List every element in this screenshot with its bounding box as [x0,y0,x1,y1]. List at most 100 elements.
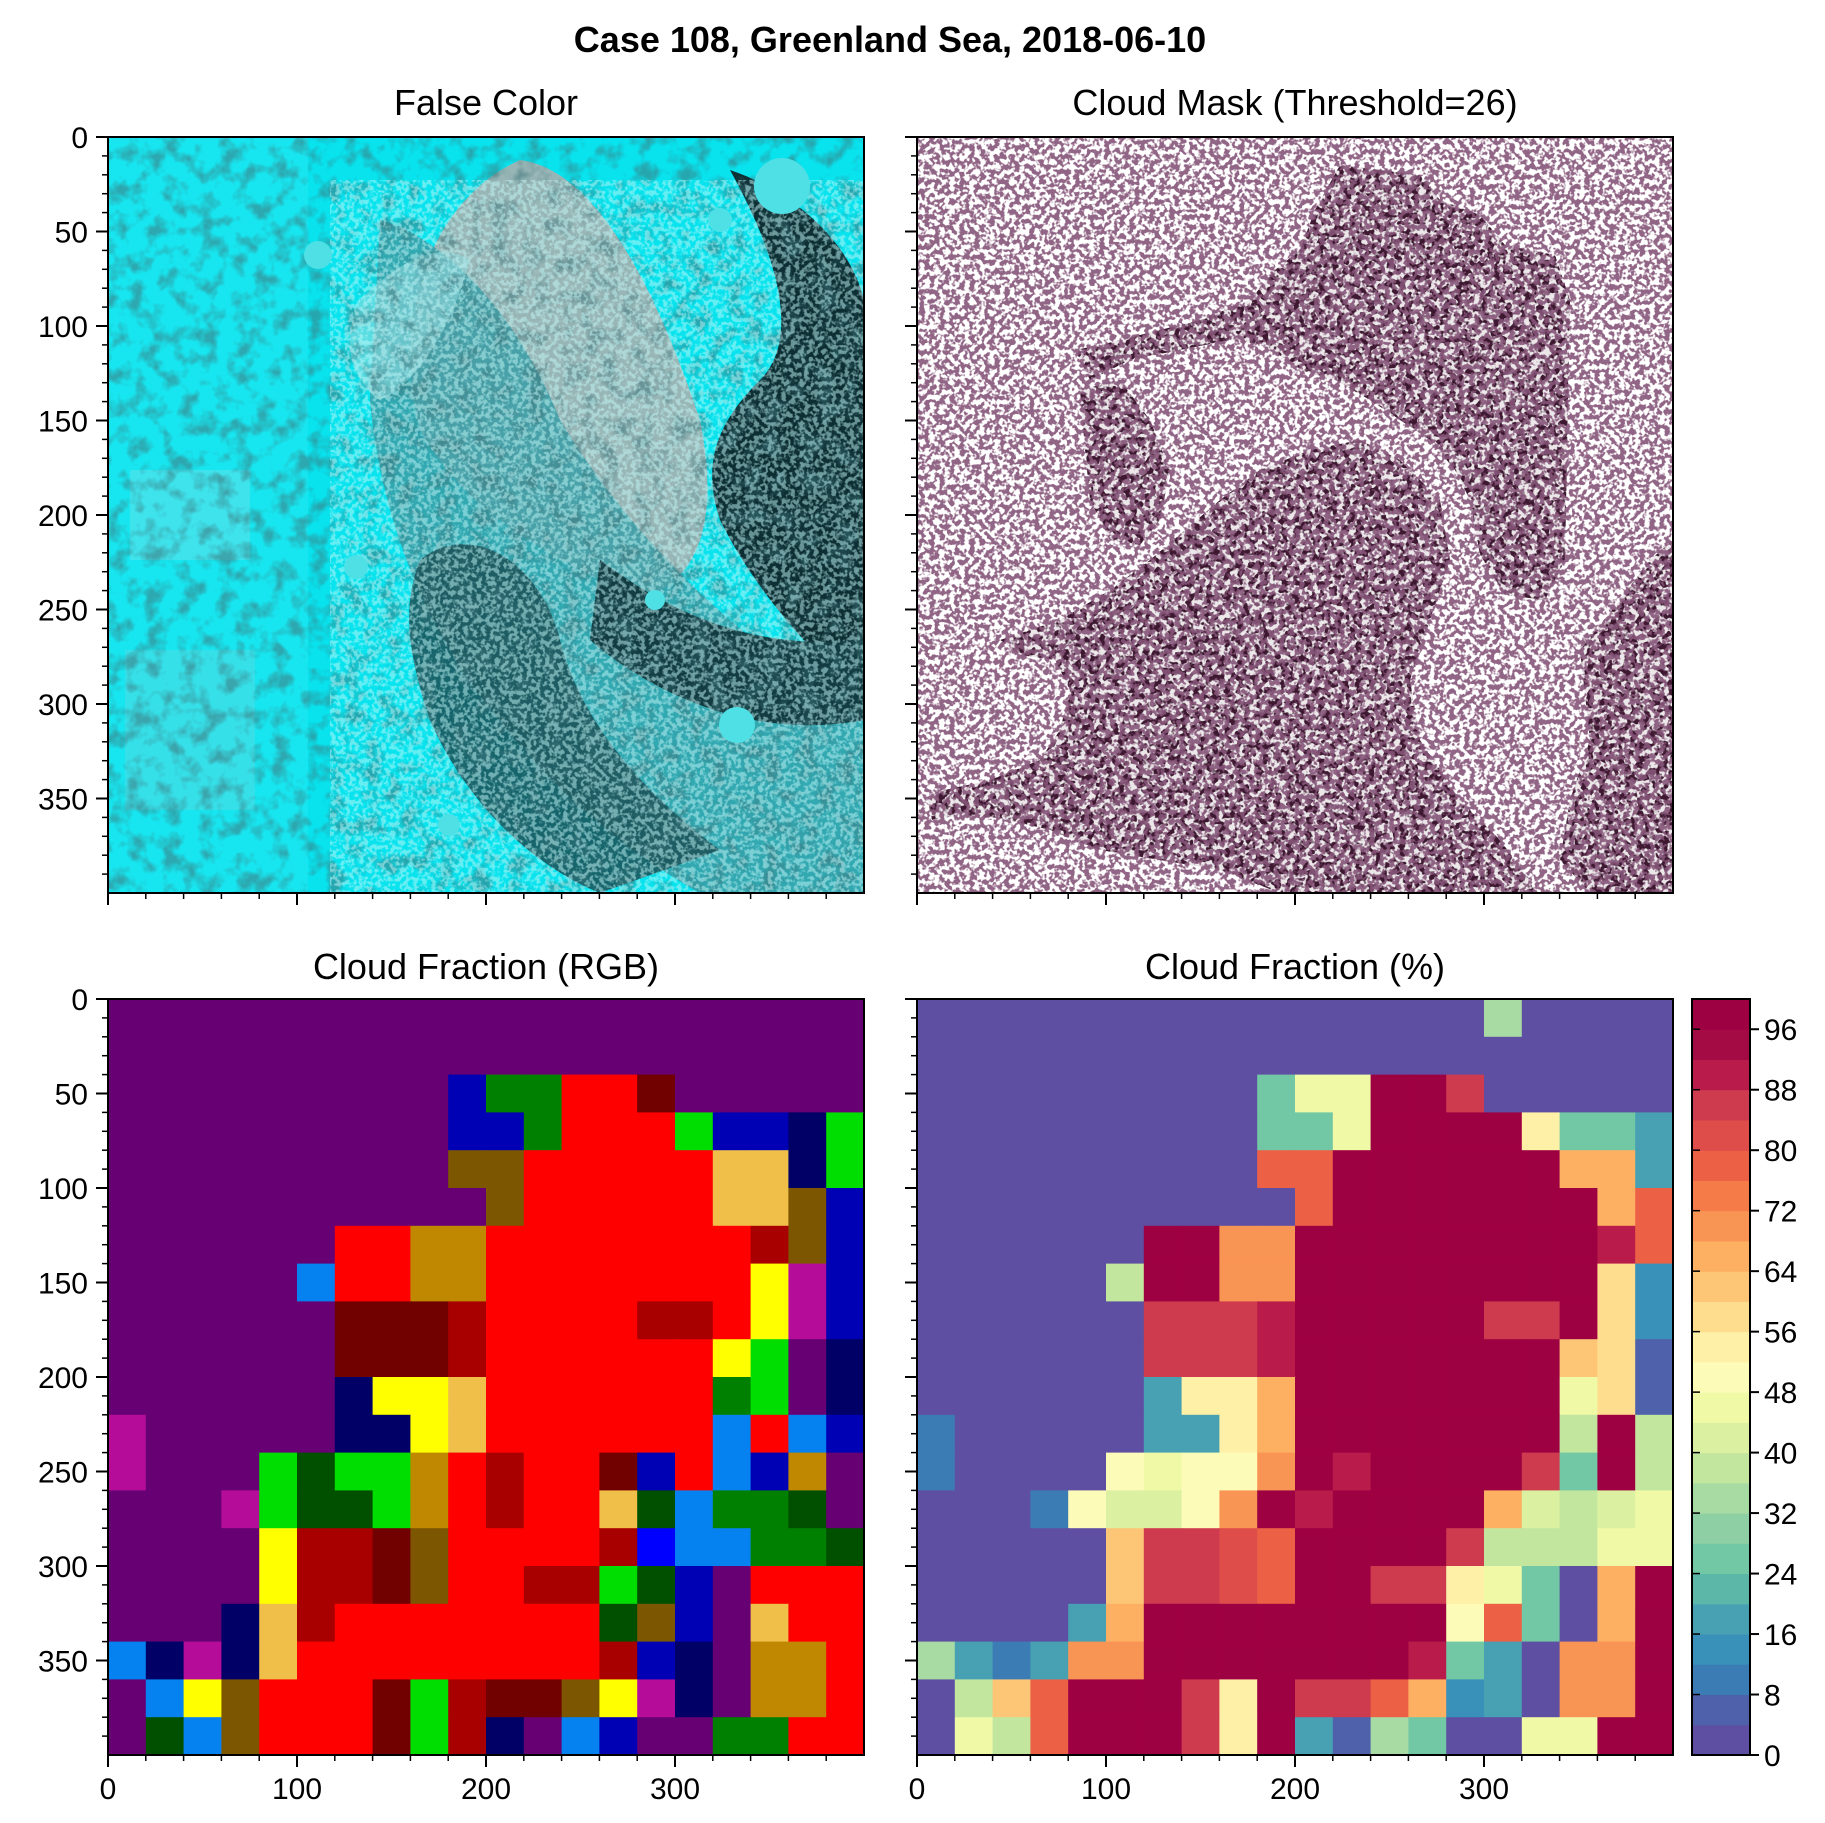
rgb-cell [637,1377,676,1416]
rgb-cell [788,1528,827,1567]
rgb-cell [221,1339,260,1378]
rgb-cell [788,1490,827,1529]
rgb-cell [750,1452,789,1491]
rgb-cell [145,1263,185,1302]
rgb-cell [712,1036,752,1076]
rgb-cell [334,1263,374,1302]
pct-cell [1370,1377,1409,1416]
rgb-cell [561,1150,600,1189]
pct-cell [1332,1414,1372,1454]
pct-cell [1030,1490,1069,1529]
rgb-cell [145,1074,185,1113]
rgb-cell [750,1225,789,1265]
pct-cell [1635,1414,1674,1454]
rgb-cell [675,1339,714,1378]
pct-cell [1597,1188,1636,1227]
pct-cell [1068,1112,1107,1151]
pct-cell [992,1225,1031,1265]
colorbar-tick-label: 8 [1764,1680,1781,1713]
rgb-cell [486,1301,525,1340]
pct-cell [954,1490,994,1529]
rgb-cell [259,1679,298,1718]
pct-cell [917,1036,956,1076]
rgb-cell [410,1452,449,1491]
rgb-cell [183,1566,222,1605]
pct-cell [1597,1717,1636,1756]
rgb-cell [826,1377,865,1416]
rgb-cell [599,1339,638,1378]
pct-cell [1219,1074,1258,1113]
rgb-cell [183,1074,222,1113]
pct-cell [1219,1603,1258,1643]
pct-cell [1597,1074,1636,1113]
axes: 0 50 100 150 200 250 300 350 0 50 100 150 200 250 300 3… [38,122,1674,1806]
pct-cell [1559,1528,1598,1567]
pct-cell [1068,1188,1107,1227]
pct-cell [1143,1377,1183,1416]
rgb-cell [145,1377,185,1416]
pct-cell [1408,1717,1447,1756]
rgb-cell [108,1452,147,1491]
pct-cell [1446,1414,1485,1454]
rgb-cell [221,1263,260,1302]
pct-cell [1181,1263,1220,1302]
pct-cell [954,1641,994,1680]
pct-cell [992,1112,1031,1151]
rgb-cell [712,1679,752,1718]
pct-cell [1635,1339,1674,1378]
colorbar-tick-label: 80 [1764,1135,1797,1168]
rgb-cell [372,1188,411,1227]
rgb-cell [788,1188,827,1227]
rgb-cell [523,1225,563,1265]
rgb-cell [486,1150,525,1189]
pct-cell [1257,1679,1296,1718]
y-tick-label: 350 [38,784,88,817]
rgb-cell [486,1717,525,1756]
pct-cell [1181,1377,1220,1416]
rgb-cell [259,1074,298,1113]
pct-cell [1408,1641,1447,1680]
pct-cell [1370,1263,1409,1302]
rgb-cell [826,1490,865,1529]
rgb-cell [372,1301,411,1340]
rgb-cell [561,1528,600,1567]
pct-cell [1635,1301,1674,1340]
pct-cell [917,1074,956,1113]
rgb-cell [448,1452,487,1491]
rgb-cell [561,1263,600,1302]
pct-cell [1332,1339,1372,1378]
pct-cell [954,1112,994,1151]
pct-cell [1597,1528,1636,1567]
rgb-cell [712,1641,752,1680]
colorbar-tick-label: 72 [1764,1196,1797,1229]
pct-cell [1559,1641,1598,1680]
pct-cell [1143,1679,1183,1718]
rgb-cell [221,1566,260,1605]
rgb-cell [750,1490,789,1529]
pct-cell [1484,1150,1523,1189]
pct-cell [1257,1150,1296,1189]
rgb-cell [334,1112,374,1151]
pct-cell [1597,1263,1636,1302]
rgb-cell [448,1263,487,1302]
rgb-cell [297,1641,336,1680]
pct-cell [1181,1641,1220,1680]
pct-cell [1635,1225,1674,1265]
colorbar-segment [1692,1603,1750,1635]
rgb-cell [675,1566,714,1605]
rgb-cell [448,1339,487,1378]
panel-title-cloud-fraction-rgb: Cloud Fraction (RGB) [313,946,659,987]
rgb-cell [712,999,752,1038]
pct-cell [1408,1679,1447,1718]
rgb-cell [410,1301,449,1340]
pct-cell [1257,1490,1296,1529]
rgb-cell [599,1074,638,1113]
rgb-cell [448,1112,487,1151]
rgb-cell [561,1452,600,1491]
rgb-cell [788,1225,827,1265]
pct-cell [1559,999,1598,1038]
pct-cell [1030,1414,1069,1454]
x-tick-label: 0 [100,1773,117,1806]
pct-cell [1295,1263,1334,1302]
rgb-cell [826,1074,865,1113]
